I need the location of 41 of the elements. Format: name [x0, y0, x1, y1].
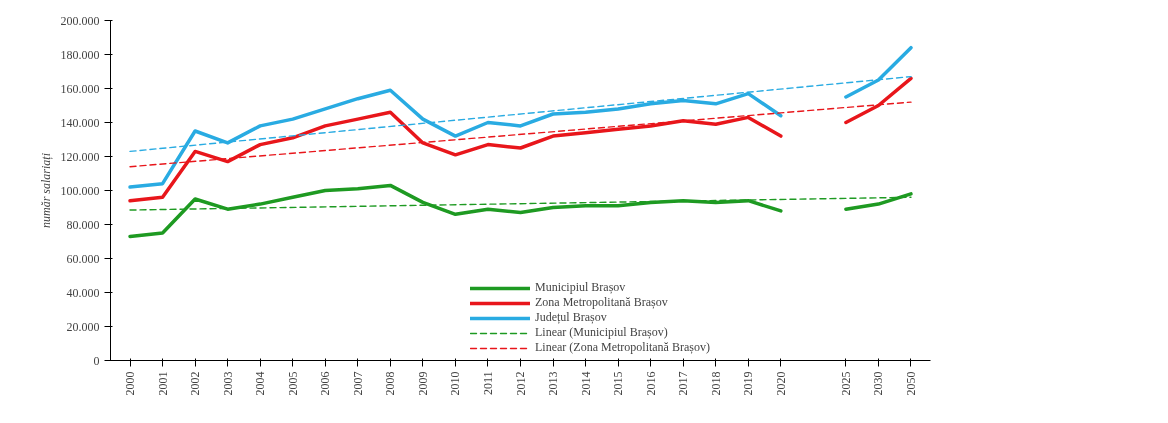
x-tick-label: 2025 [838, 371, 853, 396]
y-tick-label: 200.000 [60, 13, 100, 28]
y-tick-label: 100.000 [60, 183, 100, 198]
legend-label: Zona Metropolitană Brașov [535, 295, 668, 310]
y-tick-label: 160.000 [60, 81, 100, 96]
x-tick-label: 2010 [448, 371, 463, 396]
x-tick-label: 2007 [350, 371, 365, 396]
y-tick-label: 180.000 [60, 47, 100, 62]
x-tick-label: 2030 [871, 371, 886, 396]
x-tick-label: 2004 [253, 371, 268, 396]
y-tick-label: 0 [93, 353, 100, 368]
y-tick-label: 20.000 [66, 319, 100, 334]
x-tick-label: 2050 [903, 371, 918, 396]
x-tick-label: 2013 [546, 371, 561, 396]
y-axis-title: număr salariați [38, 152, 53, 229]
y-tick-label: 80.000 [66, 217, 100, 232]
y-tick-label: 60.000 [66, 251, 100, 266]
y-tick-label: 120.000 [60, 149, 100, 164]
x-tick-label: 2000 [123, 371, 138, 396]
x-tick-label: 2019 [741, 371, 756, 396]
x-tick-label: 2016 [643, 371, 658, 396]
y-tick-label: 140.000 [60, 115, 100, 130]
x-tick-label: 2015 [611, 371, 626, 396]
legend-label: Județul Brașov [535, 310, 607, 325]
x-tick-label: 2011 [480, 371, 495, 396]
x-tick-label: 2017 [676, 371, 691, 396]
x-tick-label: 2012 [513, 371, 528, 396]
legend-label: Linear (Zona Metropolitană Brașov) [535, 340, 710, 355]
x-tick-label: 2018 [708, 371, 723, 396]
x-tick-label: 2006 [318, 371, 333, 396]
legend-label: Municipiul Brașov [535, 280, 626, 295]
x-tick-label: 2014 [578, 371, 593, 396]
y-tick-label: 40.000 [66, 285, 100, 300]
x-tick-label: 2008 [383, 371, 398, 396]
x-tick-label: 2003 [220, 371, 235, 396]
x-tick-label: 2020 [773, 371, 788, 396]
legend-label: Linear (Municipiul Brașov) [535, 325, 668, 340]
x-tick-label: 2005 [285, 371, 300, 396]
x-tick-label: 2002 [188, 371, 203, 396]
x-tick-label: 2009 [415, 371, 430, 396]
x-tick-label: 2001 [155, 371, 170, 396]
